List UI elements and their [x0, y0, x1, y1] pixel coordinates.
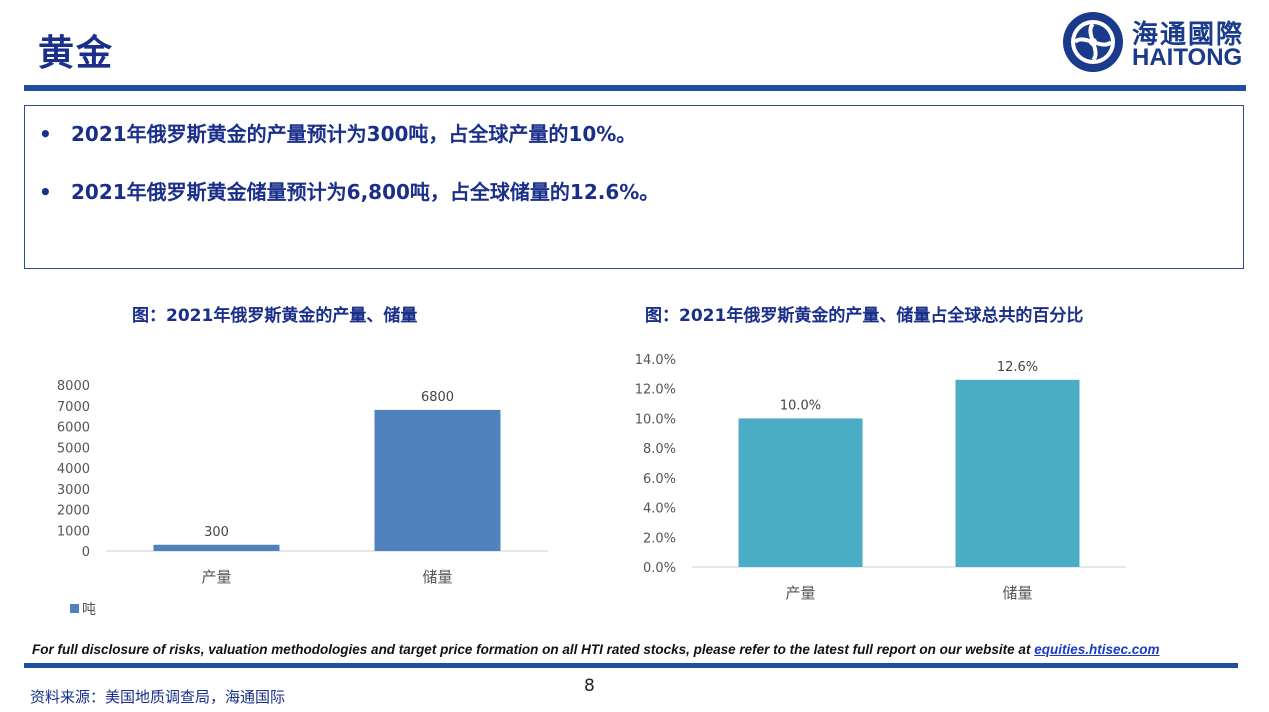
y-tick-label: 12.0% — [635, 383, 676, 398]
footer-divider — [24, 663, 1238, 668]
y-tick-label: 14.0% — [635, 353, 676, 368]
y-tick-label: 3000 — [57, 483, 90, 498]
summary-bullet-2: • 2021年俄罗斯黄金储量预计为6,800吨，占全球储量的12.6%。 — [39, 176, 659, 205]
left-bar-chart: 0 1000 2000 3000 4000 5000 6000 7000 8000 300 产量 68… — [57, 379, 548, 618]
logo-english-text: HAITONG — [1132, 44, 1243, 71]
x-category-label: 产量 — [785, 584, 815, 602]
bar — [153, 544, 280, 551]
bar — [738, 418, 863, 567]
summary-bullet-1: • 2021年俄罗斯黄金的产量预计为300吨，占全球产量的10%。 — [39, 118, 636, 147]
data-label: 12.6% — [997, 360, 1038, 375]
y-tick-label: 0.0% — [643, 561, 676, 576]
right-bar-chart: 0.0% 2.0% 4.0% 6.0% 8.0% 10.0% 12.0% 14.0% 10.0%… — [635, 353, 1126, 602]
haitong-logo: 海通國際 HAITONG — [1060, 10, 1250, 74]
y-tick-label: 1000 — [57, 524, 90, 539]
page-title: 黄金 — [38, 33, 115, 74]
legend-swatch — [70, 604, 79, 613]
page-number: 8 — [584, 676, 595, 696]
y-tick-label: 6000 — [57, 421, 90, 436]
x-category-label: 储量 — [422, 568, 452, 586]
y-tick-label: 2.0% — [643, 531, 676, 546]
summary-bullet-1-text: 2021年俄罗斯黄金的产量预计为300吨，占全球产量的10%。 — [71, 122, 637, 146]
bullet-marker: • — [39, 180, 52, 204]
header-divider — [24, 85, 1246, 91]
legend-label: 吨 — [82, 602, 96, 618]
y-tick-label: 6.0% — [643, 472, 676, 487]
x-category-label: 产量 — [201, 568, 231, 586]
summary-bullet-2-text: 2021年俄罗斯黄金储量预计为6,800吨，占全球储量的12.6%。 — [71, 180, 660, 204]
y-tick-label: 8.0% — [643, 442, 676, 457]
y-tick-label: 5000 — [57, 441, 90, 456]
bar — [955, 379, 1080, 567]
x-category-label: 储量 — [1002, 584, 1032, 602]
bar — [374, 409, 501, 551]
y-tick-label: 8000 — [57, 379, 90, 394]
summary-box: • 2021年俄罗斯黄金的产量预计为300吨，占全球产量的10%。 • 2021年俄… — [24, 105, 1244, 269]
data-label: 10.0% — [780, 398, 821, 413]
logo-chinese-text: 海通國際 — [1132, 20, 1245, 50]
disclaimer-text: For full disclosure of risks, valuation … — [32, 642, 1160, 657]
source-note: 资料来源：美国地质调查局，海通国际 — [30, 688, 286, 706]
y-tick-label: 4.0% — [643, 502, 676, 517]
y-tick-label: 4000 — [57, 462, 90, 477]
right-chart-title: 图：2021年俄罗斯黄金的产量、储量占全球总共的百分比 — [645, 306, 1084, 326]
data-label: 300 — [204, 525, 229, 540]
y-tick-label: 2000 — [57, 504, 90, 519]
disclaimer-body: For full disclosure of risks, valuation … — [32, 642, 1031, 657]
haitong-emblem-icon — [1063, 12, 1123, 72]
website-link[interactable]: equities.htisec.com — [1034, 642, 1160, 657]
bullet-marker: • — [39, 122, 52, 146]
data-label: 6800 — [421, 390, 454, 405]
y-tick-label: 7000 — [57, 400, 90, 415]
y-tick-label: 10.0% — [635, 412, 676, 427]
left-chart-title: 图：2021年俄罗斯黄金的产量、储量 — [132, 306, 418, 326]
y-tick-label: 0 — [82, 545, 90, 560]
